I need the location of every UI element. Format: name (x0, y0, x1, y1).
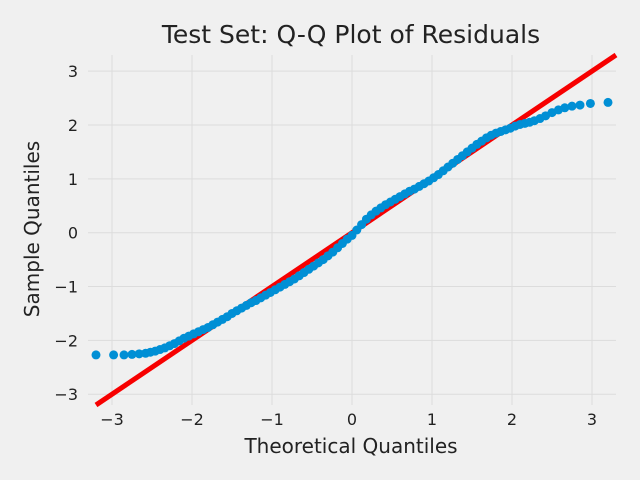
x-tick-label: −3 (100, 410, 124, 429)
y-tick-label: 3 (68, 62, 78, 81)
data-point (91, 350, 101, 360)
data-point (603, 97, 613, 107)
x-axis-label: Theoretical Quantiles (243, 434, 457, 458)
x-tick-label: 0 (347, 410, 357, 429)
data-point (560, 103, 570, 113)
chart-title: Test Set: Q-Q Plot of Residuals (161, 20, 540, 49)
data-point (119, 350, 129, 360)
x-tick-label: 2 (507, 410, 517, 429)
x-tick-label: −2 (180, 410, 204, 429)
y-tick-label: −3 (54, 385, 78, 404)
data-point (585, 98, 595, 108)
x-tick-label: −1 (260, 410, 284, 429)
data-points (91, 97, 613, 360)
x-tick-label: 1 (427, 410, 437, 429)
y-tick-label: −1 (54, 278, 78, 297)
y-tick-label: 0 (68, 224, 78, 243)
data-point (575, 100, 585, 110)
tick-labels: −3 −2 −1 0 1 2 3 −3 −2 −1 0 1 2 3 (54, 62, 597, 429)
y-tick-label: −2 (54, 331, 78, 350)
data-point (567, 101, 577, 111)
x-tick-label: 3 (587, 410, 597, 429)
y-axis-label: Sample Quantiles (20, 141, 44, 317)
data-point (109, 350, 119, 360)
y-tick-label: 1 (68, 170, 78, 189)
data-point (127, 349, 137, 359)
y-tick-label: 2 (68, 116, 78, 135)
